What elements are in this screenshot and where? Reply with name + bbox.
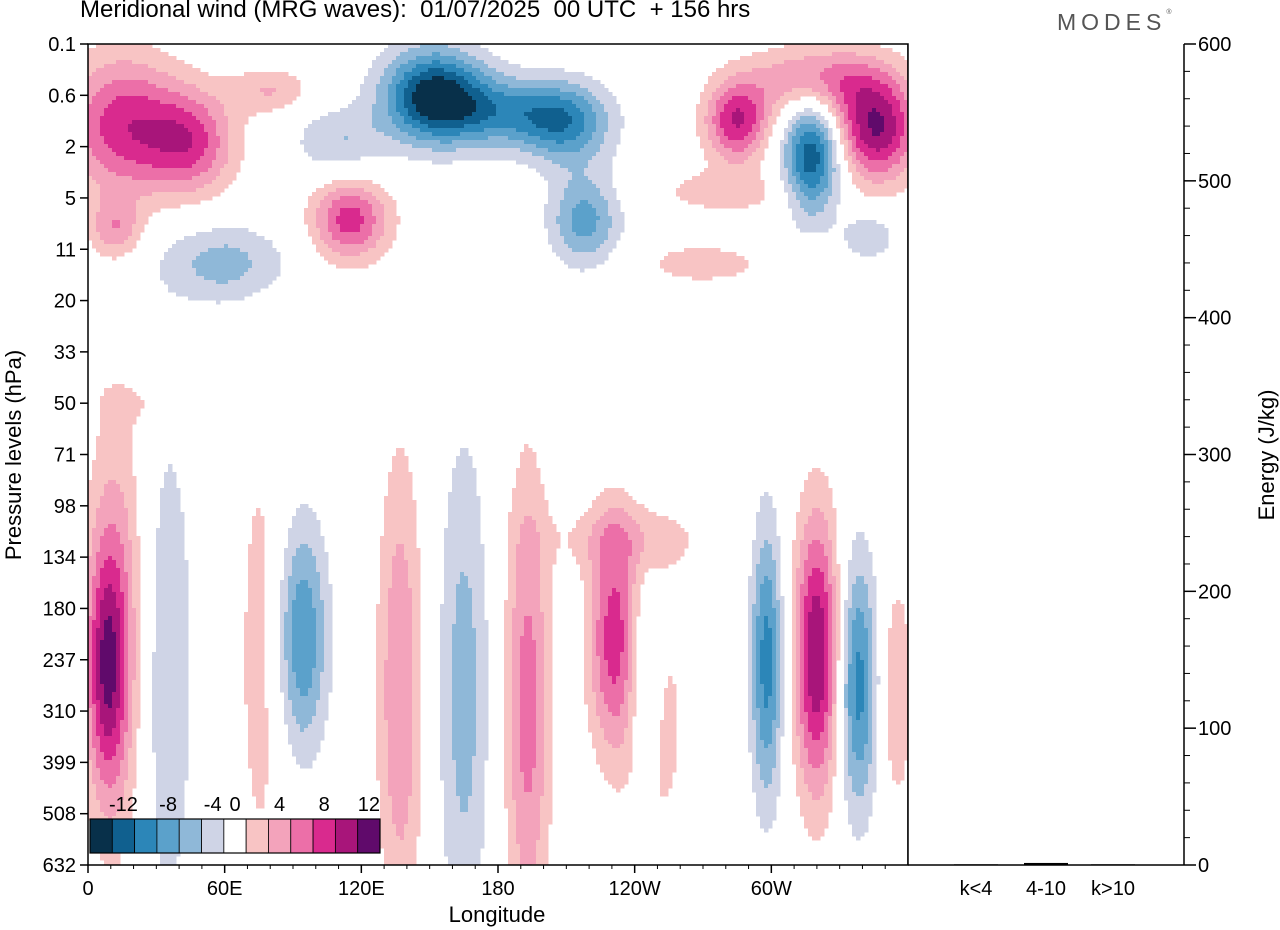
pressure-tick-label: 0.1 xyxy=(48,34,76,56)
colorbar-label: 0 xyxy=(229,794,240,816)
pressure-tick-label: 20 xyxy=(54,291,76,313)
pressure-tick-label: 50 xyxy=(54,393,76,415)
energy-category-label: k<4 xyxy=(960,878,993,900)
colorbar-swatch xyxy=(290,818,314,854)
energy-tick-label: 500 xyxy=(1198,171,1231,193)
pressure-tick-label: 98 xyxy=(54,496,76,518)
modes-logo: MODES® xyxy=(1057,9,1172,36)
energy-categories: k<4 4-10 k>10 xyxy=(960,878,1135,900)
pressure-tick-label: 0.6 xyxy=(48,85,76,107)
longitude-tick-label: 180 xyxy=(481,878,514,900)
longitude-tick-label: 60E xyxy=(207,878,243,900)
colorbar-label: -8 xyxy=(159,794,177,816)
pressure-axis: 0.1 0.6 2 5 11 20 33 50 71 98 134 180 237 310 399 508 63… xyxy=(43,34,88,877)
energy-axis: 0 100 200 300 400 500 600 xyxy=(1184,34,1231,877)
colorbar-label: 12 xyxy=(358,794,380,816)
pressure-tick-label: 33 xyxy=(54,342,76,364)
longitude-tick-label: 0 xyxy=(82,878,93,900)
colorbar-swatch xyxy=(334,818,359,854)
colorbar-swatch xyxy=(201,818,225,854)
pressure-tick-label: 310 xyxy=(43,701,76,723)
colorbar-label: -12 xyxy=(109,794,138,816)
longitude-axis: 0 60E 120E 180 120W 60W xyxy=(82,865,886,900)
colorbar xyxy=(89,818,381,854)
y-axis-title: Pressure levels (hPa) xyxy=(1,350,26,560)
colorbar-swatch xyxy=(245,818,269,854)
energy-bar xyxy=(1024,862,1068,865)
colorbar-swatch xyxy=(134,818,158,854)
pressure-tick-label: 180 xyxy=(43,598,76,620)
longitude-tick-label: 60W xyxy=(751,878,792,900)
energy-category-label: k>10 xyxy=(1091,878,1135,900)
registered-mark: ® xyxy=(1166,9,1172,16)
energy-tick-label: 400 xyxy=(1198,308,1231,330)
pressure-tick-label: 71 xyxy=(54,445,76,467)
pressure-tick-label: 2 xyxy=(65,137,76,159)
energy-tick-label: 0 xyxy=(1198,855,1209,877)
energy-axis-title: Energy (J/kg) xyxy=(1254,390,1279,521)
colorbar-label: 8 xyxy=(319,794,330,816)
x-axis-title: Longitude xyxy=(449,902,546,927)
colorbar-swatch xyxy=(357,818,381,854)
pressure-tick-label: 508 xyxy=(43,804,76,826)
energy-tick-label: 600 xyxy=(1198,34,1231,56)
pressure-tick-label: 632 xyxy=(43,855,76,877)
energy-category-label: 4-10 xyxy=(1026,878,1066,900)
colorbar-label: 4 xyxy=(274,794,285,816)
energy-tick-label: 300 xyxy=(1198,445,1231,467)
longitude-tick-label: 120E xyxy=(338,878,385,900)
energy-panel-bg xyxy=(908,44,1184,865)
colorbar-swatch xyxy=(178,818,202,854)
pressure-tick-label: 134 xyxy=(43,547,76,569)
colorbar-swatch xyxy=(111,818,136,854)
colorbar-swatch xyxy=(312,818,336,854)
heatmap-field xyxy=(88,44,908,865)
colorbar-labels: -12 -8 -4 0 4 8 12 xyxy=(109,794,380,816)
logo-text: MODES xyxy=(1057,9,1167,35)
colorbar-swatch xyxy=(89,818,113,854)
colorbar-swatch xyxy=(223,818,247,854)
longitude-tick-label: 120W xyxy=(609,878,661,900)
colorbar-label: -4 xyxy=(204,794,222,816)
colorbar-swatch xyxy=(156,818,180,854)
pressure-tick-label: 399 xyxy=(43,752,76,774)
pressure-tick-label: 5 xyxy=(65,188,76,210)
colorbar-swatch xyxy=(268,818,292,854)
chart-title: Meridional wind (MRG waves): 01/07/2025 … xyxy=(80,0,751,23)
energy-tick-label: 100 xyxy=(1198,718,1231,740)
pressure-tick-label: 11 xyxy=(55,239,76,261)
pressure-tick-label: 237 xyxy=(43,650,76,672)
energy-tick-label: 200 xyxy=(1198,581,1231,603)
colorbar-frame xyxy=(89,818,381,854)
